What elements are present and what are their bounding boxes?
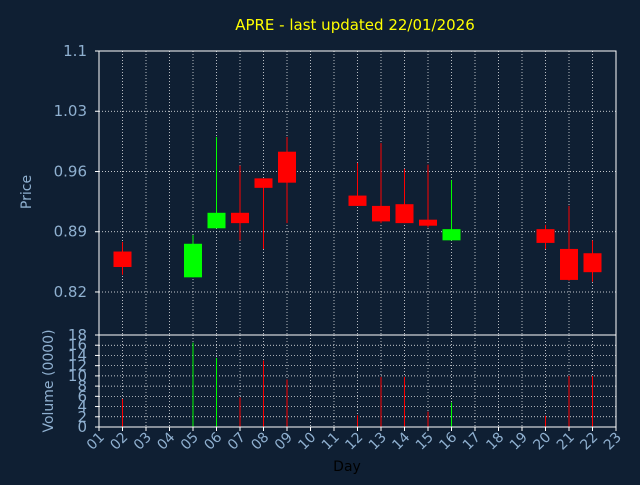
day-tick-labels: 01 02 03 04 05 06 07 08 09 10 11 12 13 14 15 16 17 18 19 20…	[84, 427, 625, 453]
volume-tick-label: 8	[77, 377, 87, 395]
candle-07	[231, 165, 249, 241]
chart-title: APRE - last updated 22/01/2026	[235, 16, 475, 34]
price-tick-label: 0.96	[54, 162, 87, 180]
candle-body	[419, 219, 437, 226]
volume-tick-label: 4	[77, 398, 87, 416]
volume-plot-frame	[98, 334, 617, 428]
volume-tick-label: 18	[68, 326, 87, 344]
candle-09	[278, 137, 296, 224]
candle-14	[395, 168, 414, 224]
volume-tick-label: 10	[68, 367, 87, 385]
day-axis-label: Day	[333, 459, 361, 475]
candle-15	[419, 164, 437, 228]
volume-tick-label: 12	[68, 357, 87, 375]
volume-tick-label: 2	[77, 408, 87, 426]
candle-08	[254, 178, 273, 249]
candle-20	[536, 224, 555, 249]
candle-body	[254, 178, 273, 188]
price-tick-label: 0.82	[54, 283, 87, 301]
candle-02	[113, 242, 132, 275]
candle-body	[184, 243, 202, 278]
volume-axis-label: Volume (0000)	[41, 329, 57, 432]
candle-body	[395, 204, 414, 224]
candle-body	[278, 151, 296, 183]
candle-16	[442, 180, 461, 241]
candle-21	[560, 205, 578, 281]
price-tick-label: 1.1	[63, 42, 87, 60]
candle-body	[207, 212, 226, 229]
price-axis-label: Price	[19, 175, 35, 209]
candle-13	[372, 143, 390, 224]
candle-body	[113, 251, 132, 268]
candle-22	[583, 240, 602, 282]
candle-05	[184, 235, 202, 278]
price-tick-label: 0.89	[54, 223, 87, 241]
candlestick-series	[113, 137, 602, 282]
candle-body	[536, 229, 555, 243]
volume-series	[122, 342, 593, 427]
candle-body	[348, 195, 367, 206]
volume-tick-label: 6	[77, 387, 87, 405]
candle-body	[231, 212, 249, 224]
candle-body	[560, 248, 578, 280]
candle-body	[442, 229, 461, 241]
volume-tick-label: 16	[68, 336, 87, 354]
price-tick-labels: 1.1 1.03 0.96 0.89 0.82	[54, 42, 99, 301]
candle-06	[207, 137, 226, 229]
volume-tick-label: 14	[68, 346, 87, 364]
candle-body	[583, 253, 602, 273]
candle-12	[348, 162, 367, 206]
volume-tick-label: 0	[77, 418, 87, 436]
candle-body	[372, 205, 390, 222]
price-tick-label: 1.03	[54, 102, 87, 120]
